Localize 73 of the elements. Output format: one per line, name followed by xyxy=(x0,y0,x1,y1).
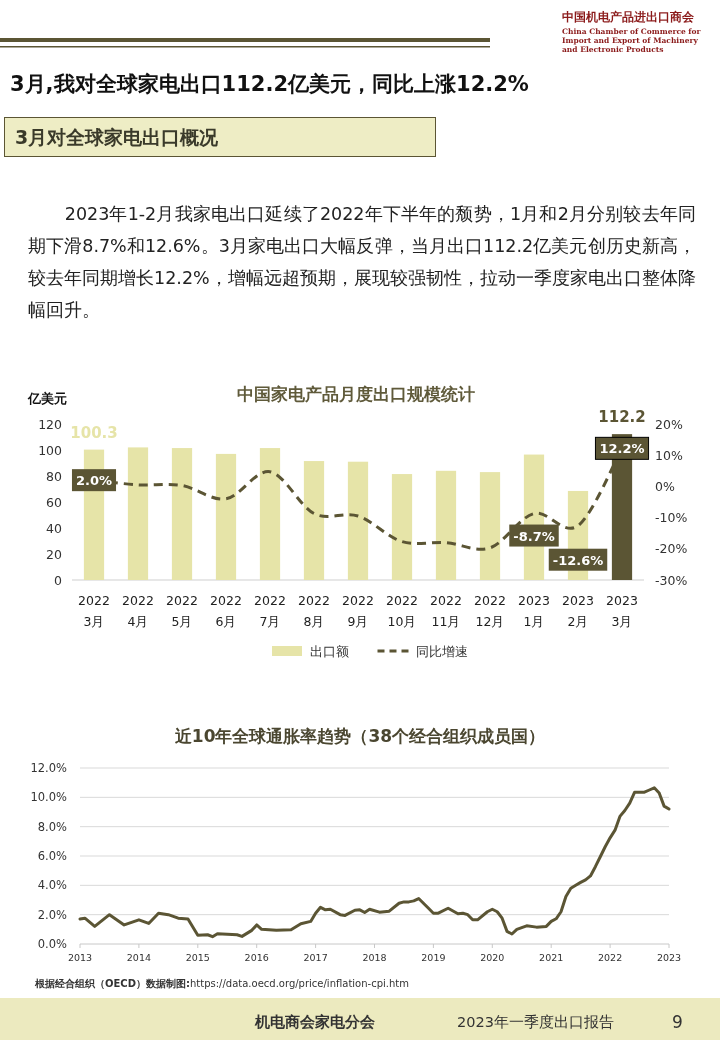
chart-title: 近10年全球通胀率趋势（38个经合组织成员国） xyxy=(173,726,546,746)
data-label: -12.6% xyxy=(552,552,604,568)
y2-tick-label: -20% xyxy=(655,541,688,557)
text: 中国机电产品进出口商会 xyxy=(562,9,694,26)
x-tick-label: 2020 xyxy=(480,952,505,963)
chart-title: 中国家电产品月度出口规模统计 xyxy=(237,385,475,404)
y2-tick-label: 20% xyxy=(655,416,683,432)
x-tick-label: 2023 xyxy=(656,952,682,963)
y-tick-label: 80 xyxy=(46,468,63,484)
data-label: -8.7% xyxy=(513,528,555,544)
text: 2023年1-2月我家电出口延续了2022年下半年的颓势，1月和2月分别较去年同期下滑8.7%和12.6%。3月家电出口大幅反弹，当月出口112.2亿美元创历史新高，较去年同期增长12.2%，增幅远超预期，展现较强韧性，拉动一季度家电出口整体降幅回升。 xyxy=(28,203,696,322)
x-tick-label: 2013 xyxy=(67,952,93,963)
legend-label: 同比增速 xyxy=(415,643,468,659)
bar xyxy=(259,448,281,580)
x-tick-label: 2022 4月 xyxy=(122,593,154,629)
text: 3月,我对全球家电出口112.2亿美元，同比上涨12.2% xyxy=(10,71,529,98)
x-tick-label: 2022 5月 xyxy=(166,593,198,629)
y-tick-label: 12.0% xyxy=(30,761,68,775)
x-tick-label: 2022 12月 xyxy=(474,593,506,629)
x-tick-label: 2022 6月 xyxy=(210,593,242,629)
x-tick-label: 2015 xyxy=(185,952,210,963)
data-label: 100.3 xyxy=(70,423,118,442)
x-tick-label: 2021 xyxy=(539,952,564,963)
y2-tick-label: 10% xyxy=(655,447,683,463)
y-tick-label: 0.0% xyxy=(37,937,68,951)
bar xyxy=(435,470,457,580)
text: 2023年一季度出口报告 xyxy=(457,1014,614,1030)
y-axis-title: 亿美元 xyxy=(27,391,67,406)
x-tick-label: 2022 3月 xyxy=(78,593,110,629)
y-tick-label: 60 xyxy=(46,494,63,510)
x-tick-label: 2022 11月 xyxy=(430,593,462,629)
data-label: 12.2% xyxy=(599,441,645,457)
y-tick-label: 100 xyxy=(38,442,63,458)
y-tick-label: 8.0% xyxy=(37,819,68,834)
x-tick-label: 2016 xyxy=(244,952,269,963)
line-series xyxy=(78,786,671,939)
x-tick-label: 2022 xyxy=(598,952,623,963)
bar xyxy=(391,474,413,580)
y-tick-label: 20 xyxy=(46,546,63,562)
text: 根据经合组织（OECD）数据制图:https://data.oecd.org/price/inflation-cpi.htm xyxy=(34,978,409,989)
x-tick-label: 2022 10月 xyxy=(386,593,418,629)
x-tick-label: 2019 xyxy=(421,952,446,963)
y2-tick-label: 0% xyxy=(655,478,675,494)
bar xyxy=(303,461,325,580)
y-tick-label: 0 xyxy=(54,572,63,588)
y-tick-label: 120 xyxy=(38,416,63,432)
y-tick-label: 4.0% xyxy=(37,878,68,893)
x-tick-label: 2022 7月 xyxy=(254,593,286,629)
data-label: 112.2 xyxy=(598,408,646,427)
y2-tick-label: -10% xyxy=(655,510,688,526)
bar xyxy=(215,453,237,580)
bar xyxy=(479,472,501,580)
legend-label: 出口额 xyxy=(310,643,349,659)
y-tick-label: 40 xyxy=(46,520,63,536)
bar xyxy=(127,447,149,580)
x-tick-label: 2022 8月 xyxy=(298,593,330,629)
text: 机电商会家电分会 xyxy=(254,1013,376,1030)
x-tick-label: 2023 1月 xyxy=(518,593,550,629)
data-label: 2.0% xyxy=(75,473,113,489)
text: 3月对全球家电出口概况 xyxy=(4,117,436,157)
y-tick-label: 2.0% xyxy=(37,907,68,922)
x-tick-label: 2014 xyxy=(126,952,151,963)
text: 9 xyxy=(672,1012,683,1032)
x-tick-label: 2017 xyxy=(303,952,328,963)
x-tick-label: 2023 2月 xyxy=(562,593,594,629)
x-tick-label: 2022 9月 xyxy=(342,593,374,629)
y-tick-label: 6.0% xyxy=(37,849,68,863)
y2-tick-label: -30% xyxy=(655,572,688,588)
bar xyxy=(171,448,193,580)
y-tick-label: 10.0% xyxy=(30,790,68,805)
x-tick-label: 2023 3月 xyxy=(606,593,638,629)
x-tick-label: 2018 xyxy=(362,952,387,963)
bar xyxy=(347,461,369,580)
